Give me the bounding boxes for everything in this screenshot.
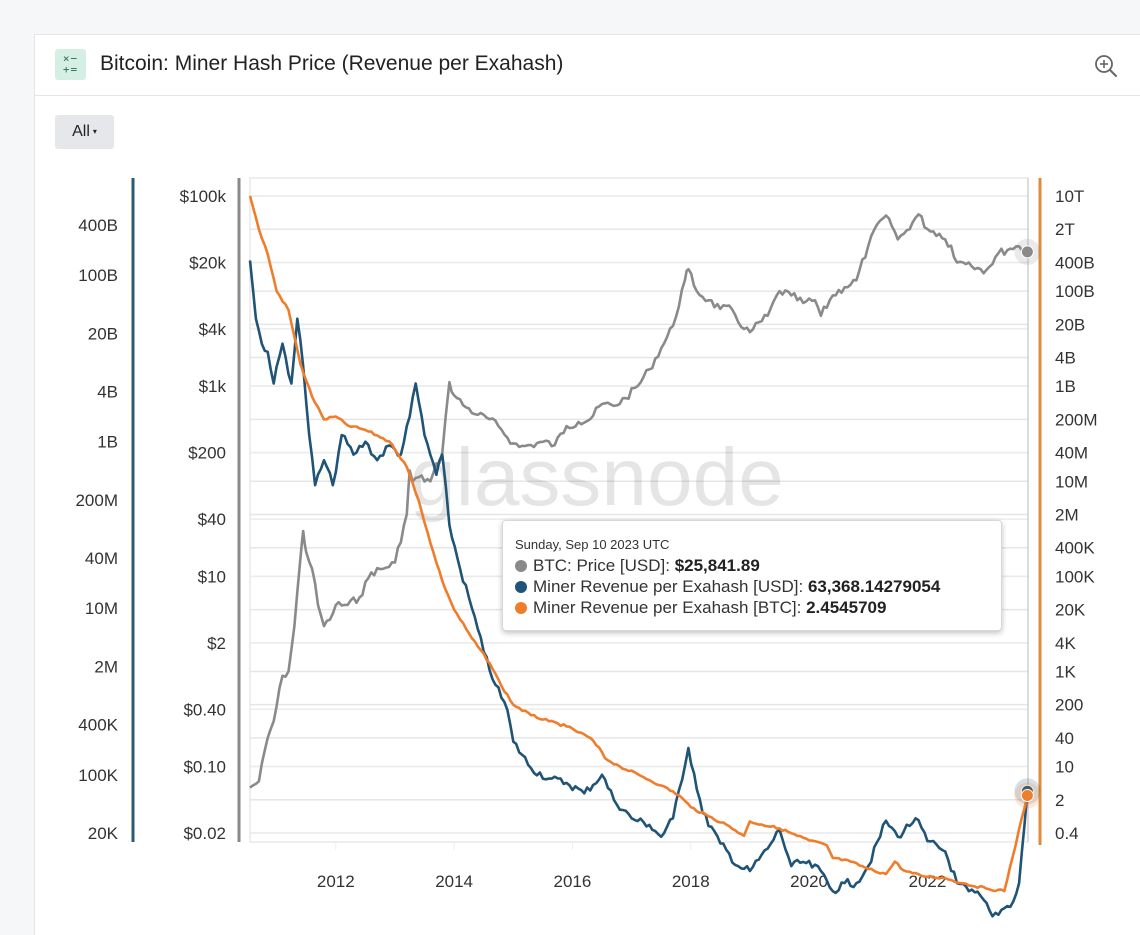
tooltip-label: BTC: Price [USD]: [533, 556, 675, 575]
y-tick-label: 40M [85, 549, 118, 568]
y-tick-label: $0.10 [183, 758, 226, 777]
y-tick-label: $4k [199, 320, 227, 339]
range-dropdown[interactable]: All ▾ [55, 115, 114, 149]
y-tick-label: 20K [1055, 601, 1086, 620]
legend-dot-rev-usd [515, 581, 527, 593]
tooltip-date: Sunday, Sep 10 2023 UTC [515, 537, 670, 552]
y-tick-label: 10T [1055, 187, 1084, 206]
card-header: ×− += Bitcoin: Miner Hash Price (Revenue … [35, 35, 1140, 96]
x-tick-label: 2014 [435, 872, 473, 891]
plot-area [249, 177, 1029, 843]
legend-dot-rev-btc [515, 602, 527, 614]
y-tick-label: 1K [1055, 662, 1076, 681]
tooltip-label: Miner Revenue per Exahash [BTC]: [533, 598, 807, 617]
y-tick-label: 2T [1055, 220, 1075, 239]
y-tick-label: 2M [1055, 506, 1079, 525]
y-tick-label: 10M [85, 599, 118, 618]
tooltip-row-rev-usd: Miner Revenue per Exahash [USD]: 63,368.… [515, 576, 989, 597]
hover-point-btc-rev [1020, 789, 1034, 803]
y-tick-label: 100K [78, 766, 118, 785]
y-tick-label: 0.4 [1055, 824, 1079, 843]
y-tick-label: 400B [78, 216, 118, 235]
tooltip-value: 2.4545709 [806, 598, 887, 617]
tooltip-label: Miner Revenue per Exahash [USD]: [533, 577, 808, 596]
y-tick-label: $10 [198, 567, 226, 586]
x-tick-label: 2020 [790, 872, 828, 891]
tick-labels: 400B 100B 20B 4B 1B 200M 40M 10M 2M 400K 100K 20K $1… [75, 187, 1097, 891]
y-tick-label: 100B [1055, 282, 1095, 301]
x-tick-label: 2022 [909, 872, 947, 891]
y-tick-label: 1B [97, 433, 118, 452]
y-tick-label: 400K [1055, 539, 1095, 558]
axes [131, 178, 1042, 845]
y-tick-label: 1B [1055, 377, 1076, 396]
y-tick-label: 10M [1055, 472, 1088, 491]
tooltip-row-price: BTC: Price [USD]: $25,841.89 [515, 555, 989, 576]
series-line-price [249, 213, 1028, 789]
y-tick-label: 100B [78, 266, 118, 285]
hover-point-price [1020, 245, 1034, 259]
y-tick-label: 20K [88, 824, 119, 843]
y-tick-label: 40 [1055, 729, 1074, 748]
zoom-in-button[interactable] [1093, 53, 1119, 79]
series-line-btc-rev [248, 195, 1029, 893]
y-tick-label: 2M [94, 657, 118, 676]
y-tick-label: 10 [1055, 758, 1074, 777]
hover-markers [1014, 238, 1041, 809]
tooltip-value: 63,368.14279054 [807, 577, 941, 596]
series-line-usd-rev [248, 260, 1029, 918]
y-tick-label: $100k [180, 187, 227, 206]
watermark: glassnode [410, 432, 784, 523]
range-label: All [72, 123, 90, 141]
tooltip-row-rev-btc: Miner Revenue per Exahash [BTC]: 2.45457… [515, 597, 989, 618]
tooltip-value: $25,841.89 [674, 556, 760, 575]
zoom-in-icon [1095, 55, 1117, 77]
y-tick-label: $0.02 [183, 824, 226, 843]
x-tick-label: 2018 [672, 872, 710, 891]
y-tick-label: 200M [1055, 410, 1098, 429]
calculator-icon: ×− += [55, 49, 86, 80]
y-tick-label: $0.40 [183, 700, 226, 719]
y-tick-label: 20B [1055, 315, 1085, 334]
x-tick-label: 2016 [554, 872, 592, 891]
y-tick-label: $200 [188, 444, 226, 463]
y-tick-label: 20B [88, 324, 118, 343]
x-tick-label: 2012 [317, 872, 355, 891]
y-tick-label: 4B [97, 383, 118, 402]
y-tick-label: 200 [1055, 696, 1083, 715]
y-tick-label: $20k [189, 253, 226, 272]
y-tick-label: 4K [1055, 634, 1076, 653]
tooltip: Sunday, Sep 10 2023 UTC BTC: Price [USD]… [502, 520, 1002, 631]
y-tick-label: 400K [78, 716, 118, 735]
chevron-down-icon: ▾ [92, 127, 97, 136]
y-tick-label: 40M [1055, 444, 1088, 463]
y-tick-label: $1k [199, 377, 227, 396]
y-tick-label: 2 [1055, 791, 1064, 810]
legend-dot-price [515, 560, 527, 572]
y-tick-label: 200M [75, 491, 118, 510]
chart-title: Bitcoin: Miner Hash Price (Revenue per E… [100, 52, 564, 75]
y-tick-label: 4B [1055, 349, 1076, 368]
y-tick-label: 400B [1055, 253, 1095, 272]
y-tick-label: $40 [198, 510, 226, 529]
series-lines [248, 195, 1029, 918]
y-tick-label: $2 [207, 634, 226, 653]
y-tick-label: 100K [1055, 567, 1095, 586]
